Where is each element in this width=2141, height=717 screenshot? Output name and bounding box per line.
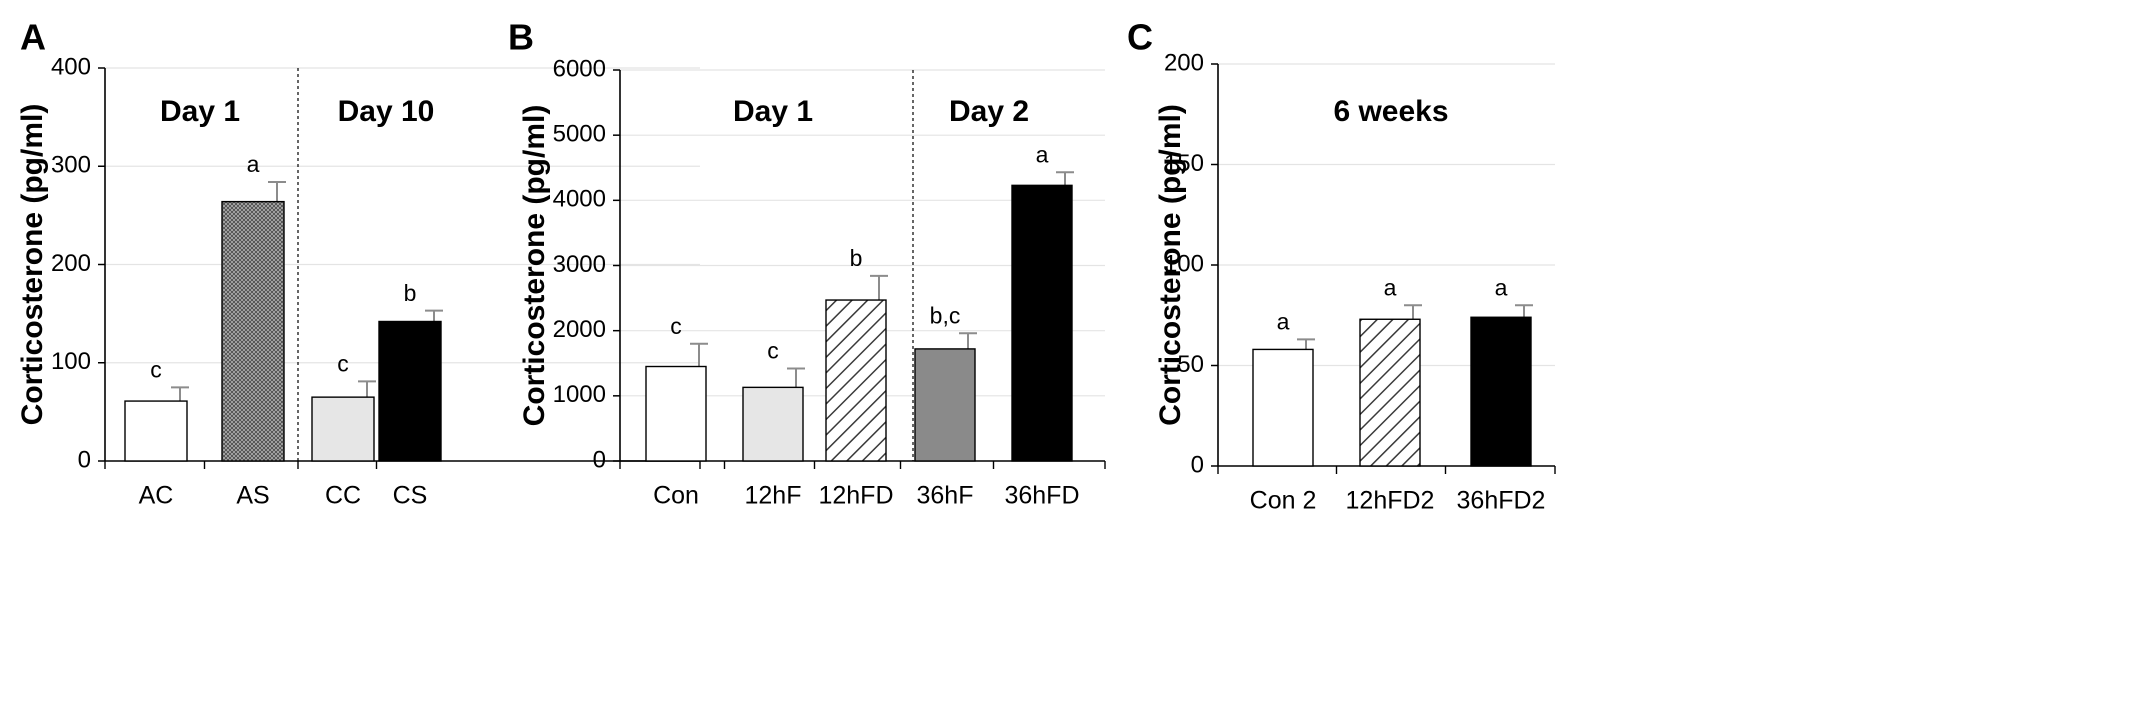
section-label: Day 2 (949, 95, 1029, 128)
significance-label: c (767, 338, 779, 364)
y-tick-label: 5000 (553, 121, 606, 148)
y-tick-label: 150 (1164, 150, 1204, 177)
y-tick-label: 300 (51, 152, 91, 179)
y-tick-label: 100 (51, 348, 91, 375)
bar (645, 365, 707, 462)
significance-label: a (1384, 274, 1397, 300)
y-tick-label: 6000 (553, 55, 606, 82)
bar (1011, 184, 1073, 462)
category-label: 36hFD2 (1457, 487, 1546, 515)
chart-panel-b: B 0 1000 2000 3000 4000 5000 6000Corticosterone… (508, 17, 1106, 510)
bar (914, 348, 976, 462)
category-label: 12hF (745, 482, 802, 510)
y-axis-title: Corticosterone (pg/ml) (16, 104, 49, 426)
y-tick-label: 0 (78, 446, 91, 473)
section-label: Day 1 (160, 95, 240, 128)
significance-label: a (1495, 274, 1508, 300)
bar (221, 200, 285, 462)
y-tick-label: 200 (1164, 49, 1204, 76)
bar (124, 400, 188, 462)
section-label: 6 weeks (1333, 95, 1448, 128)
bar (1470, 316, 1532, 467)
category-label: 36hFD (1004, 482, 1079, 510)
y-tick-label: 3000 (553, 251, 606, 278)
y-tick-label: 400 (51, 53, 91, 80)
panel-letter: A (20, 17, 46, 58)
category-label: 36hF (917, 482, 974, 510)
y-tick-label: 0 (593, 446, 606, 473)
panel-letter: B (508, 17, 534, 58)
section-label: Day 10 (338, 95, 435, 128)
y-tick-label: 0 (1191, 451, 1204, 478)
category-label: AS (236, 482, 269, 510)
y-axis-title: Corticosterone (pg/ml) (518, 105, 551, 427)
significance-label: b (850, 245, 863, 271)
category-label: CC (325, 482, 361, 510)
category-label: Con 2 (1250, 487, 1317, 515)
category-label: AC (139, 482, 174, 510)
y-tick-label: 100 (1164, 250, 1204, 277)
significance-label: a (247, 151, 260, 177)
significance-label: a (1036, 141, 1049, 167)
significance-label: b,c (930, 302, 961, 328)
category-label: 12hFD2 (1346, 487, 1435, 515)
significance-label: b (404, 280, 417, 306)
bar (1252, 348, 1314, 467)
category-label: CS (393, 482, 428, 510)
significance-label: c (150, 356, 162, 382)
y-tick-label: 2000 (553, 316, 606, 343)
significance-label: c (670, 313, 682, 339)
y-tick-label: 1000 (553, 381, 606, 408)
panel-letter: C (1127, 17, 1153, 58)
significance-label: a (1277, 308, 1290, 334)
bar (1359, 318, 1421, 467)
significance-label: c (337, 350, 349, 376)
bar (825, 299, 887, 462)
category-label: Con (653, 482, 699, 510)
section-label: Day 1 (733, 95, 813, 128)
bar (378, 320, 442, 462)
category-label: 12hFD (818, 482, 893, 510)
y-tick-label: 200 (51, 250, 91, 277)
y-tick-label: 4000 (553, 186, 606, 213)
chart-panel-c: C 0 50 100 150 200 Corticosterone (pg/ml) 6 wee… (1127, 17, 1556, 515)
bar (311, 396, 375, 462)
bar (742, 386, 804, 462)
y-tick-label: 50 (1177, 351, 1204, 378)
y-axis-title: Corticosterone (pg/ml) (1154, 104, 1187, 426)
